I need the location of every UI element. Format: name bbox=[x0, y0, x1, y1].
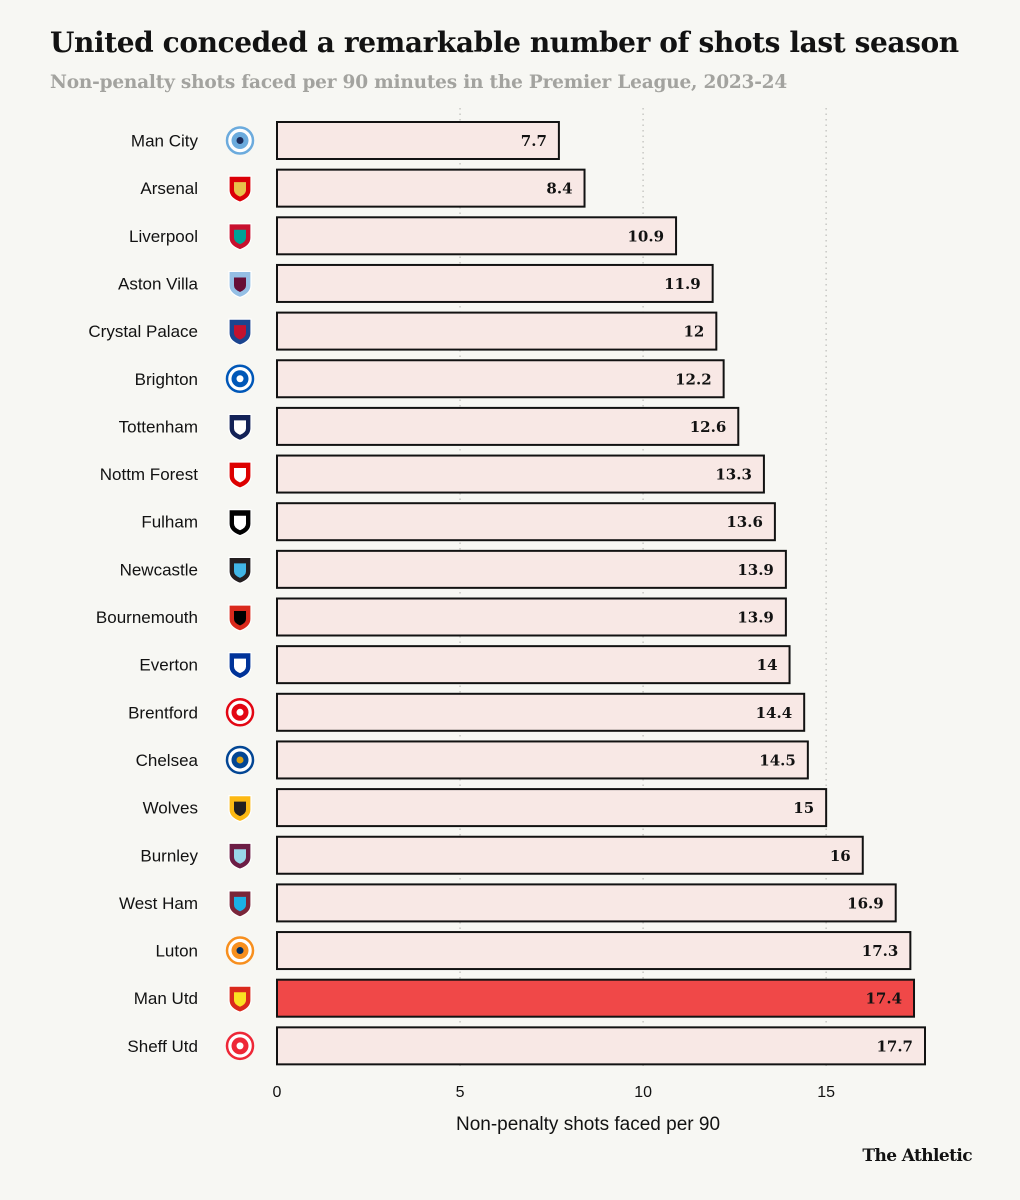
tottenham-crest-icon bbox=[228, 413, 252, 442]
bar bbox=[276, 121, 560, 160]
bar bbox=[276, 502, 776, 542]
bars bbox=[276, 121, 926, 1066]
value-label: 17.4 bbox=[865, 990, 902, 1008]
value-label: 17.3 bbox=[862, 942, 899, 960]
category-label: Aston Villa bbox=[118, 274, 199, 293]
category-label: Newcastle bbox=[120, 560, 198, 579]
value-label: 14.5 bbox=[759, 751, 796, 769]
x-tick-label: 5 bbox=[456, 1084, 465, 1101]
nottm-forest-crest-icon bbox=[228, 461, 252, 489]
category-label: Brighton bbox=[135, 370, 198, 389]
chart-title: United conceded a remarkable number of s… bbox=[50, 26, 959, 59]
value-label: 14.4 bbox=[756, 704, 793, 722]
category-label: Sheff Utd bbox=[127, 1037, 198, 1056]
bar bbox=[276, 549, 787, 589]
bar bbox=[276, 216, 678, 256]
sheff-utd-crest-icon bbox=[225, 1031, 255, 1061]
category-label: Crystal Palace bbox=[88, 322, 198, 341]
everton-crest-icon bbox=[228, 652, 252, 680]
aston-villa-crest-icon bbox=[228, 270, 252, 299]
category-label: Tottenham bbox=[119, 417, 198, 436]
newcastle-crest-icon bbox=[228, 556, 252, 584]
value-label: 13.9 bbox=[737, 561, 774, 579]
value-label: 14 bbox=[757, 656, 778, 674]
bar bbox=[276, 931, 912, 971]
brand-logo: The Athletic bbox=[862, 1146, 972, 1166]
fulham-crest-icon bbox=[228, 509, 252, 537]
bar bbox=[276, 835, 864, 875]
bar bbox=[276, 978, 916, 1018]
liverpool-crest-icon bbox=[228, 223, 252, 251]
bar bbox=[276, 740, 809, 780]
bar bbox=[276, 454, 765, 494]
value-label: 11.9 bbox=[664, 275, 701, 293]
x-tick-label: 15 bbox=[817, 1084, 835, 1101]
bar bbox=[276, 359, 725, 399]
bar bbox=[276, 883, 897, 923]
x-axis-title: Non-penalty shots faced per 90 bbox=[456, 1114, 720, 1135]
bar bbox=[276, 406, 740, 446]
burnley-crest-icon bbox=[228, 842, 252, 870]
category-label: Fulham bbox=[141, 513, 198, 532]
brighton-crest-icon bbox=[225, 364, 255, 393]
value-label: 10.9 bbox=[628, 227, 665, 245]
chart-subtitle: Non-penalty shots faced per 90 minutes i… bbox=[50, 72, 788, 93]
value-labels: 7.7 8.4 10.9 11.9 12 12.2 12.6 13.3 13.6 13.9 13.9… bbox=[521, 132, 913, 1055]
category-label: Luton bbox=[155, 942, 198, 961]
west-ham-crest-icon bbox=[228, 890, 252, 918]
value-label: 15 bbox=[793, 799, 814, 817]
bar bbox=[276, 788, 828, 828]
category-label: Arsenal bbox=[140, 179, 198, 198]
x-axis-ticks: 0 5 10 15 bbox=[273, 1084, 836, 1101]
value-label: 7.7 bbox=[521, 132, 547, 150]
bar bbox=[276, 1026, 926, 1066]
value-label: 12.6 bbox=[690, 418, 727, 436]
category-label: Burnley bbox=[140, 846, 198, 865]
brentford-crest-icon bbox=[225, 698, 255, 727]
category-label: West Ham bbox=[119, 894, 198, 913]
value-label: 12.2 bbox=[675, 370, 712, 388]
value-label: 12 bbox=[683, 323, 704, 341]
value-label: 16.9 bbox=[847, 894, 884, 912]
bar bbox=[276, 311, 718, 351]
chelsea-crest-icon bbox=[225, 745, 255, 775]
crystal-palace-crest-icon bbox=[228, 318, 252, 346]
category-label: Wolves bbox=[143, 799, 198, 818]
bar bbox=[276, 263, 714, 303]
category-label: Liverpool bbox=[129, 227, 198, 246]
category-label: Nottm Forest bbox=[100, 465, 199, 484]
x-tick-label: 10 bbox=[634, 1084, 652, 1101]
category-label: Brentford bbox=[128, 703, 198, 722]
arsenal-crest-icon bbox=[228, 175, 252, 203]
category-label: Bournemouth bbox=[96, 608, 198, 627]
man-utd-crest-icon bbox=[228, 985, 252, 1013]
value-label: 16 bbox=[830, 847, 851, 865]
x-tick-label: 0 bbox=[273, 1084, 282, 1101]
category-label: Man City bbox=[131, 132, 199, 151]
wolves-crest-icon bbox=[228, 794, 252, 823]
value-label: 13.9 bbox=[737, 609, 774, 627]
category-labels: Man City Arsenal Liverpool Aston Villa Cryst… bbox=[88, 132, 198, 1056]
value-label: 17.7 bbox=[876, 1037, 913, 1055]
bar bbox=[276, 168, 586, 208]
bournemouth-crest-icon bbox=[228, 604, 252, 632]
category-label: Everton bbox=[139, 656, 198, 675]
bar bbox=[276, 692, 806, 732]
luton-crest-icon bbox=[225, 936, 255, 965]
bar bbox=[276, 597, 787, 637]
man-city-crest-icon bbox=[225, 126, 255, 155]
team-crests bbox=[225, 126, 255, 1061]
value-label: 13.6 bbox=[726, 513, 763, 531]
bar bbox=[276, 645, 791, 685]
category-label: Man Utd bbox=[134, 989, 198, 1008]
value-label: 8.4 bbox=[546, 180, 572, 198]
category-label: Chelsea bbox=[136, 751, 199, 770]
value-label: 13.3 bbox=[715, 466, 752, 484]
